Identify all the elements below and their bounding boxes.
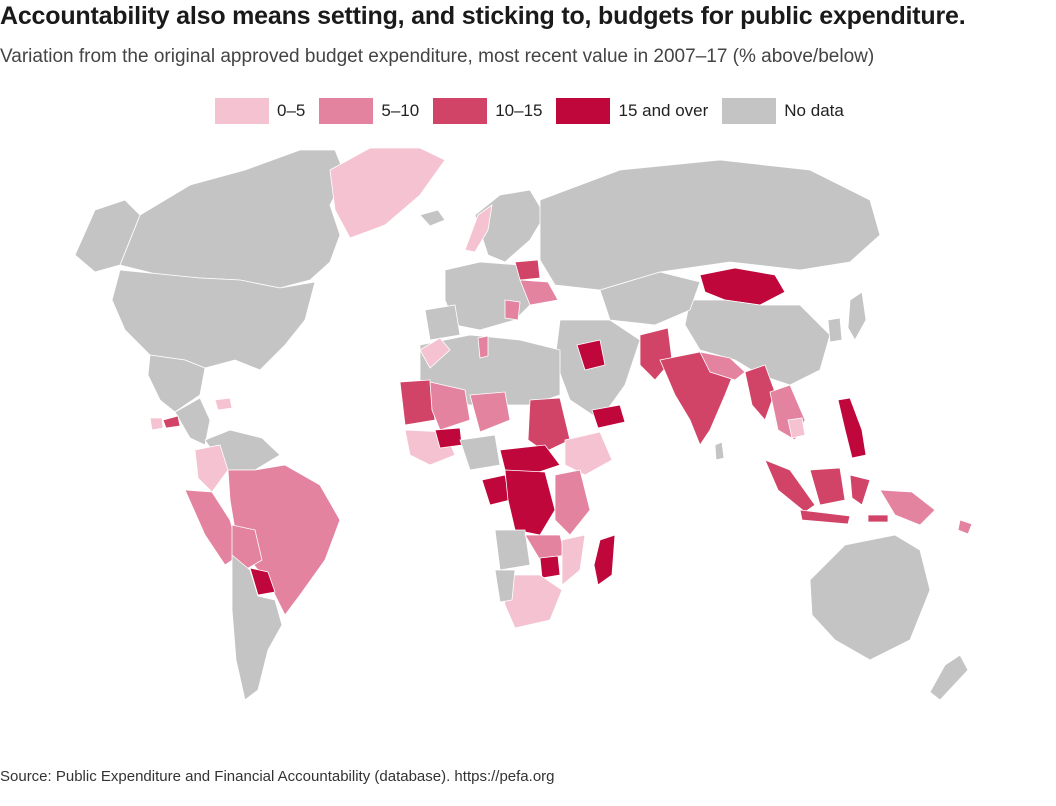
region-cameroon-car bbox=[499, 444, 561, 476]
region-russia bbox=[539, 159, 881, 291]
region-zambia-malawi bbox=[524, 534, 566, 561]
region-madagascar bbox=[593, 534, 616, 586]
region-usa bbox=[111, 269, 316, 371]
region-ethiopia bbox=[564, 431, 613, 476]
region-norway bbox=[464, 204, 493, 253]
region-nigeria bbox=[459, 434, 501, 471]
region-argentina-chile bbox=[231, 554, 283, 701]
legend: 0–5 5–10 10–15 15 and over No data bbox=[215, 98, 858, 124]
region-namibia bbox=[494, 569, 516, 603]
region-niger-chad bbox=[469, 391, 511, 433]
legend-swatch-0-5 bbox=[215, 98, 269, 124]
region-australia bbox=[809, 534, 931, 661]
region-drc bbox=[504, 469, 556, 536]
world-map-svg bbox=[74, 147, 973, 701]
source-note: Source: Public Expenditure and Financial… bbox=[0, 768, 555, 785]
legend-label-10-15: 10–15 bbox=[495, 101, 543, 120]
legend-item-5-10: 5–10 bbox=[319, 98, 419, 124]
region-mexico bbox=[147, 354, 206, 413]
region-central-america bbox=[174, 397, 211, 446]
region-bolivia bbox=[231, 524, 263, 571]
region-morocco bbox=[419, 337, 451, 369]
legend-item-0-5: 0–5 bbox=[215, 98, 305, 124]
legend-swatch-5-10 bbox=[319, 98, 374, 124]
region-east-africa bbox=[554, 469, 591, 536]
region-greenland bbox=[329, 147, 446, 239]
legend-item-10-15: 10–15 bbox=[433, 98, 542, 124]
region-java bbox=[799, 509, 851, 525]
region-yemen bbox=[591, 404, 626, 429]
legend-label-0-5: 0–5 bbox=[277, 101, 306, 120]
legend-swatch-no-data bbox=[722, 98, 777, 124]
region-sudan bbox=[527, 397, 571, 453]
region-iraq bbox=[576, 339, 606, 371]
region-myanmar bbox=[744, 364, 776, 421]
region-mali-niger bbox=[429, 381, 471, 431]
region-cambodia bbox=[787, 417, 806, 439]
region-china bbox=[684, 299, 831, 386]
region-southern-africa bbox=[499, 574, 563, 629]
region-new-zealand bbox=[929, 654, 969, 701]
chart-title: Accountability also means setting, and s… bbox=[0, 2, 966, 30]
region-zimbabwe bbox=[539, 555, 561, 579]
region-caribbean bbox=[214, 397, 233, 411]
legend-swatch-10-15 bbox=[433, 98, 488, 124]
region-iberia bbox=[424, 304, 461, 341]
region-ukraine bbox=[514, 259, 541, 281]
region-balkans bbox=[504, 299, 521, 321]
region-scandinavia bbox=[474, 189, 546, 263]
region-japan bbox=[847, 291, 867, 341]
region-colombia bbox=[194, 444, 229, 493]
region-middle-east bbox=[554, 319, 641, 421]
region-pacific-islands bbox=[957, 519, 973, 535]
region-timor bbox=[867, 514, 889, 523]
region-mauritania bbox=[399, 379, 436, 426]
region-philippines bbox=[837, 397, 867, 459]
region-tunisia bbox=[477, 335, 489, 359]
legend-swatch-15-over bbox=[556, 98, 611, 124]
region-guatemala bbox=[149, 417, 164, 431]
region-honduras bbox=[162, 415, 181, 429]
region-burkina-ghana bbox=[434, 427, 463, 449]
legend-label-15-over: 15 and over bbox=[618, 101, 709, 120]
region-new-guinea bbox=[879, 489, 936, 526]
region-iceland bbox=[419, 209, 446, 227]
legend-label-5-10: 5–10 bbox=[381, 101, 420, 120]
region-alaska bbox=[74, 199, 141, 273]
region-sumatra bbox=[764, 459, 816, 513]
region-canada bbox=[119, 149, 346, 289]
region-moldova-region bbox=[519, 279, 559, 306]
region-sulawesi bbox=[849, 474, 871, 506]
region-mozambique bbox=[561, 534, 586, 586]
legend-item-no-data: No data bbox=[722, 98, 844, 124]
chart-subtitle: Variation from the original approved bud… bbox=[0, 46, 875, 67]
world-map bbox=[70, 140, 1040, 701]
legend-item-15-over: 15 and over bbox=[556, 98, 708, 124]
region-angola bbox=[494, 529, 531, 571]
region-borneo bbox=[809, 467, 846, 506]
legend-label-no-data: No data bbox=[784, 101, 844, 120]
region-nepal-bangladesh bbox=[699, 351, 746, 381]
region-mongolia bbox=[699, 267, 786, 306]
region-sri-lanka bbox=[714, 441, 725, 461]
region-korea bbox=[827, 317, 843, 343]
